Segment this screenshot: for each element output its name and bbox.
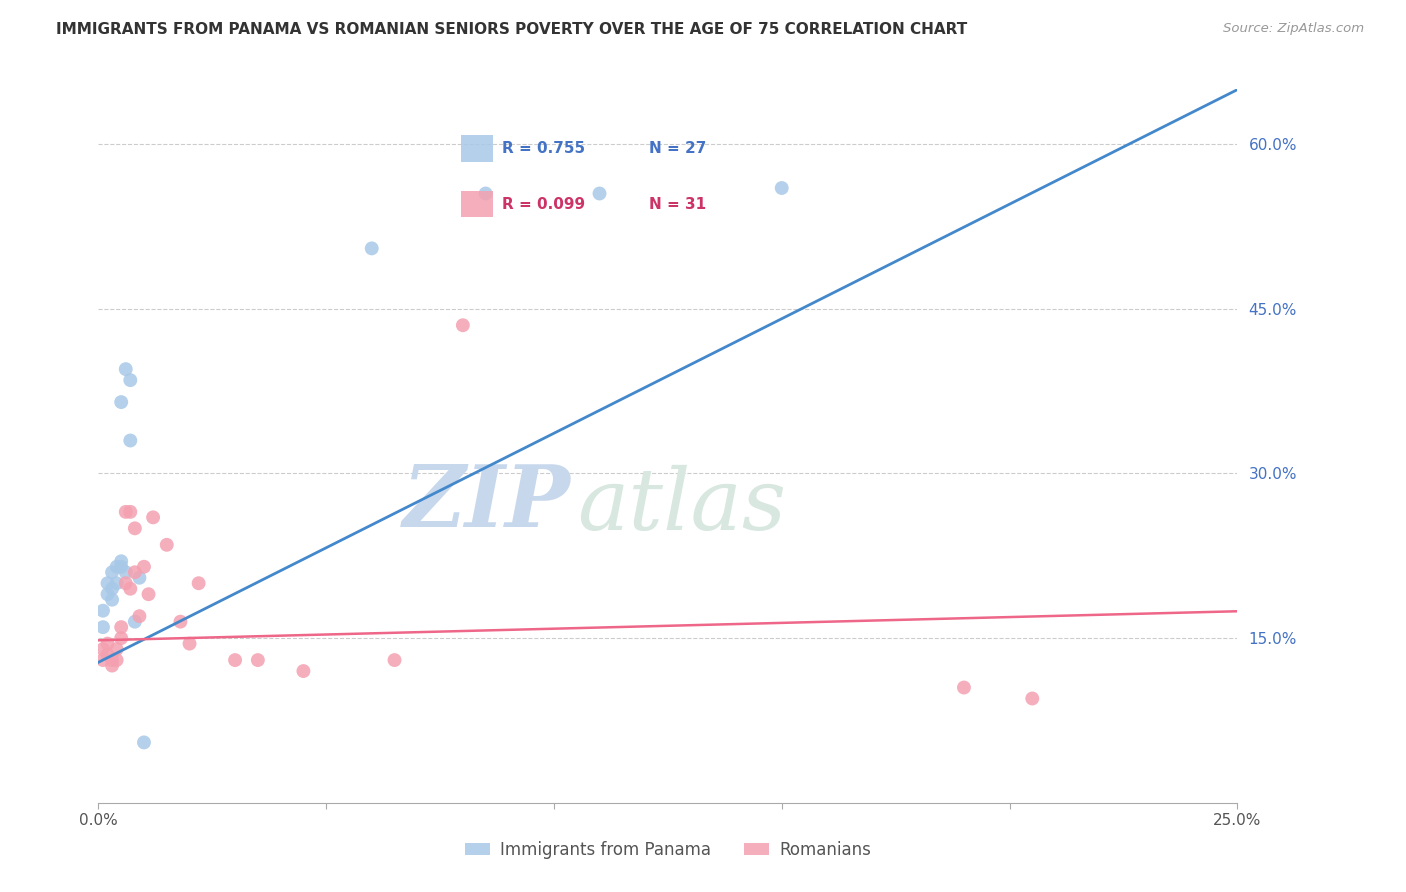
Text: Source: ZipAtlas.com: Source: ZipAtlas.com bbox=[1223, 22, 1364, 36]
Point bbox=[96, 637, 118, 651]
Point bbox=[124, 521, 146, 535]
Point bbox=[110, 631, 132, 645]
Point bbox=[105, 576, 128, 591]
Point bbox=[246, 653, 269, 667]
Point bbox=[114, 362, 136, 376]
Point bbox=[451, 318, 474, 333]
Point bbox=[96, 576, 118, 591]
Point bbox=[360, 241, 382, 255]
Point bbox=[128, 609, 150, 624]
Point bbox=[224, 653, 246, 667]
Point bbox=[120, 582, 142, 596]
Point bbox=[105, 653, 128, 667]
Point bbox=[132, 735, 155, 749]
Point bbox=[124, 566, 146, 580]
Point bbox=[114, 505, 136, 519]
Point bbox=[101, 653, 124, 667]
Point bbox=[91, 620, 114, 634]
Point bbox=[101, 592, 124, 607]
Point bbox=[138, 587, 160, 601]
Point bbox=[101, 566, 124, 580]
Point bbox=[110, 620, 132, 634]
Point bbox=[142, 510, 165, 524]
Legend: Immigrants from Panama, Romanians: Immigrants from Panama, Romanians bbox=[458, 835, 877, 866]
Point bbox=[132, 559, 155, 574]
Point bbox=[474, 186, 496, 201]
Point bbox=[105, 559, 128, 574]
Point bbox=[91, 604, 114, 618]
Point bbox=[588, 186, 610, 201]
Point bbox=[105, 642, 128, 657]
Point bbox=[120, 505, 142, 519]
Text: ZIP: ZIP bbox=[404, 461, 571, 545]
Point bbox=[128, 571, 150, 585]
Point bbox=[169, 615, 191, 629]
Point bbox=[124, 615, 146, 629]
Point bbox=[1021, 691, 1043, 706]
Point bbox=[953, 681, 976, 695]
Point bbox=[91, 642, 114, 657]
Text: IMMIGRANTS FROM PANAMA VS ROMANIAN SENIORS POVERTY OVER THE AGE OF 75 CORRELATIO: IMMIGRANTS FROM PANAMA VS ROMANIAN SENIO… bbox=[56, 22, 967, 37]
Point bbox=[292, 664, 315, 678]
Point bbox=[96, 648, 118, 662]
Point bbox=[770, 181, 793, 195]
Point bbox=[101, 658, 124, 673]
Point bbox=[110, 395, 132, 409]
Text: atlas: atlas bbox=[576, 466, 786, 548]
Point bbox=[384, 653, 406, 667]
Point bbox=[101, 582, 124, 596]
Point bbox=[156, 538, 179, 552]
Point bbox=[120, 373, 142, 387]
Point bbox=[110, 559, 132, 574]
Point bbox=[96, 587, 118, 601]
Point bbox=[187, 576, 209, 591]
Point bbox=[120, 434, 142, 448]
Point bbox=[110, 554, 132, 568]
Point bbox=[114, 566, 136, 580]
Point bbox=[91, 653, 114, 667]
Point bbox=[114, 576, 136, 591]
Point bbox=[179, 637, 201, 651]
